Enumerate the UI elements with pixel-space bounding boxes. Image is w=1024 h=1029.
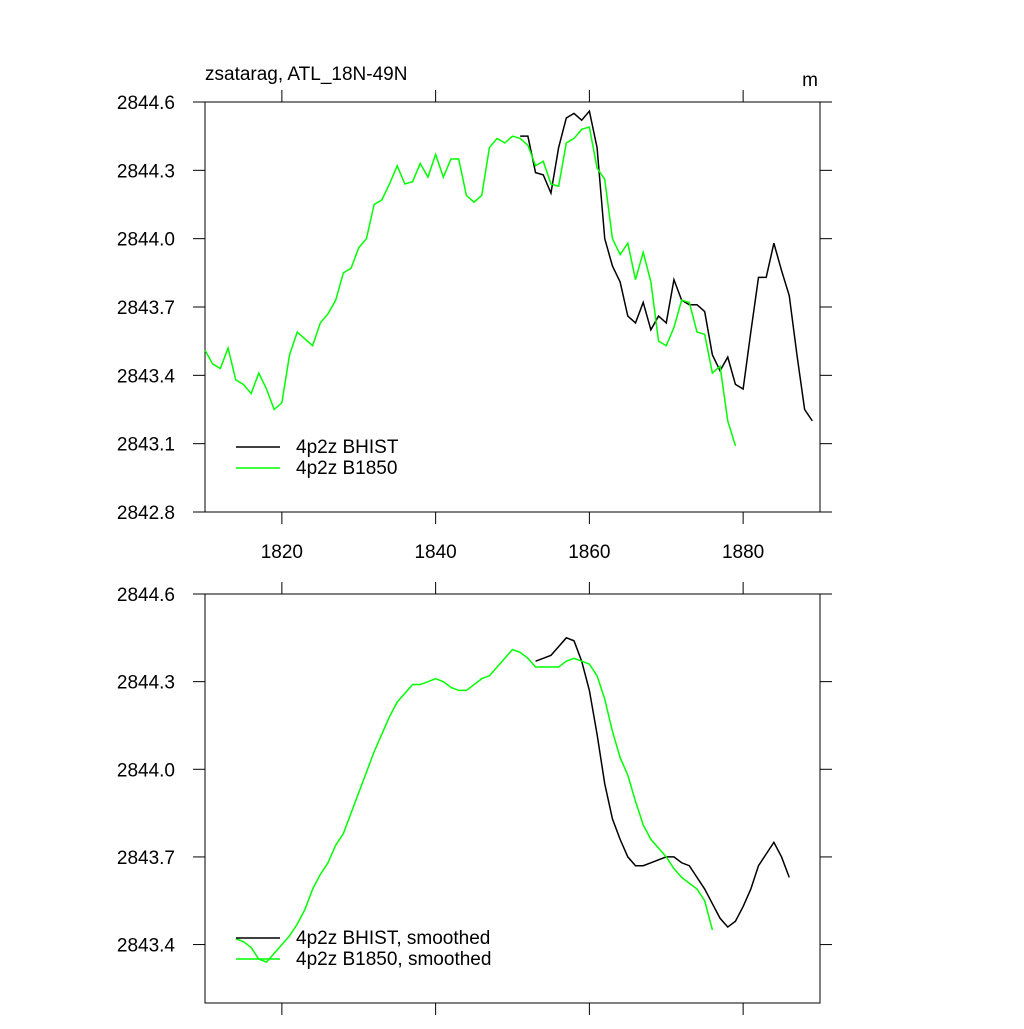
legend-label: 4p2z B1850, smoothed (296, 949, 491, 970)
y-tick-label: 2843.7 (117, 848, 175, 869)
y-tick-label: 2844.0 (117, 760, 175, 781)
series-line (520, 109, 813, 422)
series-line (535, 636, 790, 929)
y-tick-label: 2844.0 (117, 230, 175, 251)
x-tick-label: 1840 (414, 542, 456, 563)
y-tick-label: 2843.4 (117, 366, 176, 387)
y-tick-label: 2844.6 (117, 93, 175, 114)
y-tick-label: 2844.3 (117, 161, 175, 182)
chart-title: zsatarag, ATL_18N-49N (205, 64, 407, 85)
x-tick-label: 1880 (722, 542, 764, 563)
series-line (204, 126, 737, 447)
y-tick-label: 2844.3 (117, 673, 175, 694)
x-tick-label: 1860 (568, 542, 610, 563)
legend-label: 4p2z BHIST, smoothed (296, 928, 490, 949)
y-tick-label: 2842.8 (117, 503, 175, 524)
plot-frame (204, 593, 821, 1004)
y-tick-label: 2843.1 (117, 435, 175, 456)
legend-label: 4p2z BHIST (296, 437, 399, 458)
x-tick-label: 1820 (261, 542, 303, 563)
y-tick-label: 2843.4 (117, 936, 176, 957)
series-line (235, 648, 714, 963)
y-tick-label: 2843.7 (117, 298, 175, 319)
legend-label: 4p2z B1850 (296, 458, 397, 479)
y-units: m (802, 70, 818, 91)
y-tick-label: 2844.6 (117, 585, 175, 606)
